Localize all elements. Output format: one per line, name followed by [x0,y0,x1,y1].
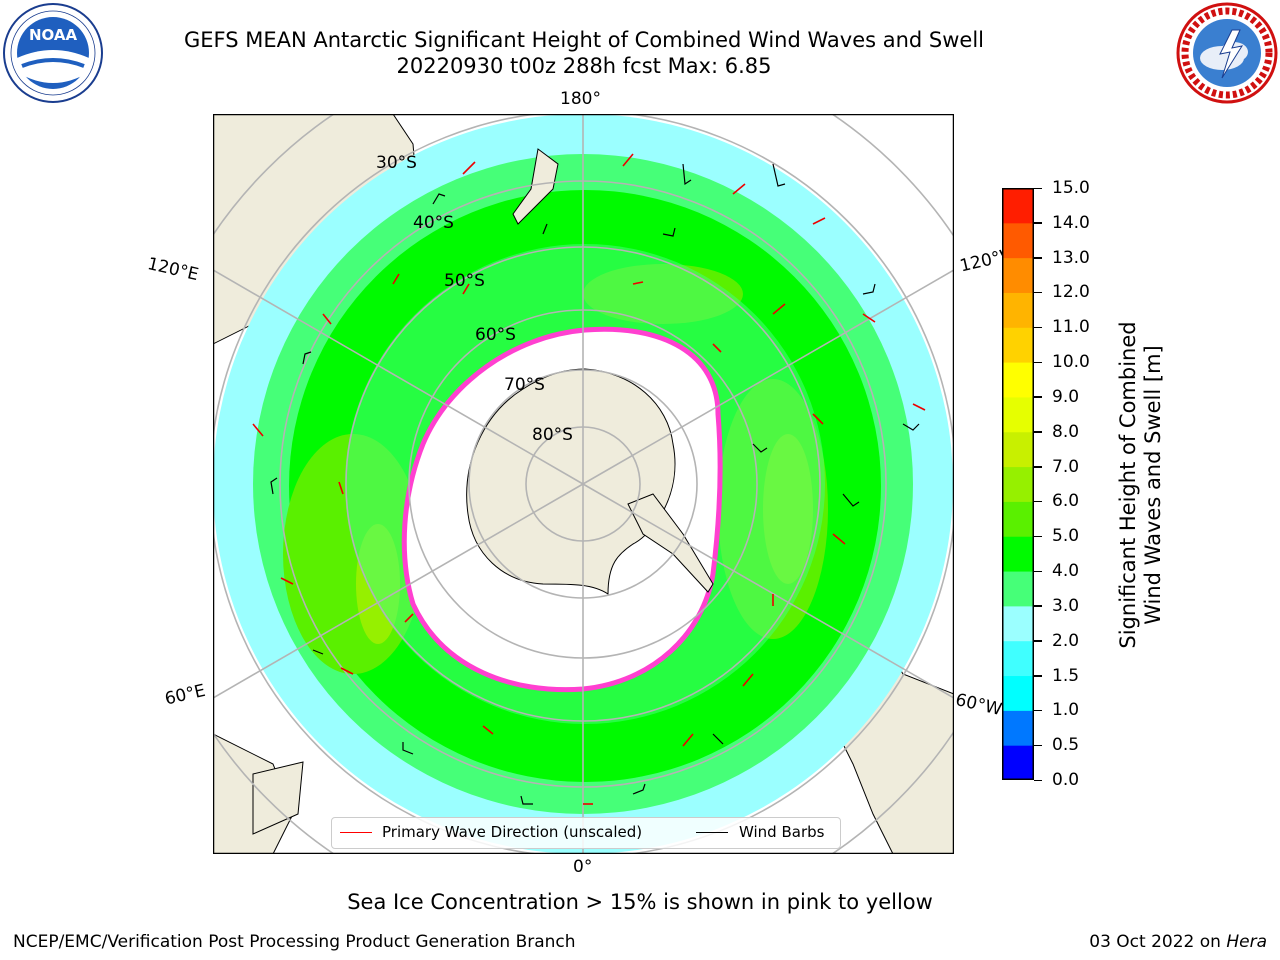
footer-date-text: 03 Oct 2022 on [1089,932,1227,952]
colorbar-tick-mark [1034,396,1042,398]
colorbar-tick-mark [1034,291,1042,294]
colorbar-tick-mark [1034,535,1042,538]
colorbar-segment [1002,501,1034,537]
lon-label-60e: 60°E [163,680,208,710]
antarctica-land [466,368,676,595]
colorbar-tick-label: 13.0 [1052,247,1090,268]
colorbar-segment [1002,222,1034,259]
colorbar-segment [1002,362,1034,398]
colorbar-segment [1002,257,1034,293]
colorbar-segment [1002,536,1034,572]
antarctic-peninsula [627,493,714,593]
chart-title: GEFS MEAN Antarctic Significant Height o… [183,28,985,52]
lon-label-0: 0° [573,857,593,877]
wind-barbs-legend-label: Wind Barbs [739,823,825,841]
colorbar-tick-mark [1034,640,1042,642]
colorbar-tick-mark [1034,779,1042,781]
colorbar-tick-mark [1034,187,1042,189]
colorbar-tick-label: 5.0 [1052,526,1080,547]
colorbar-border [1002,188,1034,780]
new-zealand-land [512,148,559,225]
noaa-logo: NOAA [3,3,103,103]
colorbar-segment [1002,640,1034,677]
footer-host: Hera [1226,932,1267,952]
colorbar-label-line2: Wind Waves and Swell [m] [1141,345,1165,625]
colorbar-segment [1002,571,1034,607]
colorbar-tick-label: 1.0 [1052,700,1080,721]
colorbar-label: Significant Height of Combined Wind Wave… [1116,255,1166,715]
colorbar [1002,188,1034,780]
colorbar-segment [1002,605,1034,642]
map-legend: Primary Wave Direction (unscaled) Wind B… [331,817,841,849]
graticule [213,114,954,854]
wave-direction-arrows [252,153,926,805]
colorbar-tick-label: 4.0 [1052,561,1080,582]
lon-label-180: 180° [560,89,601,109]
colorbar-segment [1002,675,1034,711]
colorbar-tick-label: 10.0 [1052,352,1090,373]
lat-label-40s: 40°S [413,213,454,233]
wind-barbs [270,163,920,805]
colorbar-tick-label: 15.0 [1052,178,1090,198]
lat-label-50s: 50°S [444,271,485,291]
colorbar-segment [1002,466,1034,502]
svg-text:NOAA: NOAA [29,26,78,44]
lon-label-60w: 60°W [953,690,1004,721]
colorbar-tick-mark [1034,361,1042,364]
map-panel [213,114,954,854]
colorbar-tick-label: 11.0 [1052,317,1090,338]
lat-label-70s: 70°S [504,375,545,395]
colorbar-tick-label: 0.0 [1052,770,1080,790]
colorbar-tick-label: 9.0 [1052,386,1080,407]
colorbar-tick-label: 7.0 [1052,456,1080,477]
colorbar-tick-label: 2.0 [1052,630,1080,651]
colorbar-tick-mark [1034,257,1042,259]
colorbar-tick-label: 1.5 [1052,665,1080,686]
lon-label-120e: 120°E [145,254,201,286]
sea-ice-caption: Sea Ice Concentration > 15% is shown in … [347,890,933,914]
colorbar-tick-label: 8.0 [1052,421,1080,442]
colorbar-tick-label: 6.0 [1052,491,1080,512]
lat-label-60s: 60°S [475,325,516,345]
colorbar-segment [1002,292,1034,328]
colorbar-tick-label: 3.0 [1052,595,1080,616]
lat-label-80s: 80°S [532,425,573,445]
colorbar-segment [1002,327,1034,363]
madagascar-land [252,761,304,835]
colorbar-tick-mark [1034,744,1042,747]
wind-barbs-legend-line [696,832,728,833]
colorbar-tick-mark [1034,605,1042,607]
colorbar-tick-mark [1034,431,1042,433]
wave-direction-legend-label: Primary Wave Direction (unscaled) [382,823,643,841]
colorbar-tick-mark [1034,222,1042,224]
colorbar-tick-mark [1034,500,1042,503]
colorbar-segment [1002,710,1034,746]
colorbar-tick-label: 0.5 [1052,735,1080,756]
colorbar-tick-mark [1034,709,1042,712]
footer-date: 03 Oct 2022 on Hera [1089,932,1267,952]
colorbar-tick-mark [1034,675,1042,677]
chart-subtitle: 20220930 t00z 288h fcst Max: 6.85 [396,54,772,78]
colorbar-segment [1002,396,1034,433]
colorbar-tick-label: 12.0 [1052,282,1090,303]
map-border [213,114,954,854]
colorbar-tick-mark [1034,570,1042,573]
footer-branch: NCEP/EMC/Verification Post Processing Pr… [13,932,576,952]
colorbar-tick-label: 14.0 [1052,212,1090,233]
colorbar-label-line1: Significant Height of Combined [1116,321,1140,649]
wave-direction-legend-line [340,832,372,833]
colorbar-tick-mark [1034,466,1042,468]
lat-label-30s: 30°S [376,153,417,173]
nws-logo [1176,2,1278,104]
colorbar-segment [1002,745,1034,780]
colorbar-segment [1002,188,1034,224]
colorbar-tick-mark [1034,326,1042,329]
colorbar-segment [1002,431,1034,468]
